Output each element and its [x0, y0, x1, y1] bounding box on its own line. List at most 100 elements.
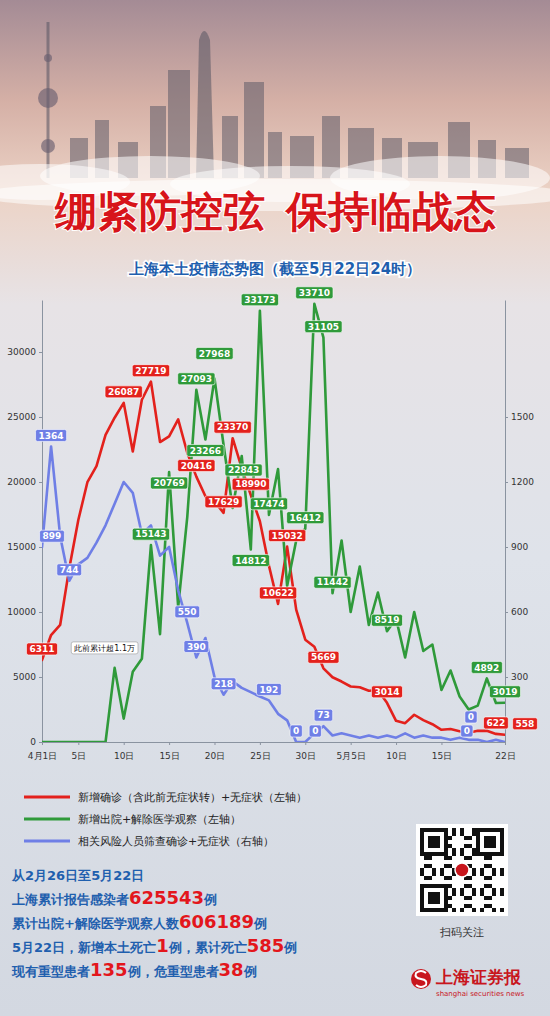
- y-axis-line: [42, 301, 43, 743]
- legend-label: 新增出院+解除医学观察（左轴）: [78, 813, 241, 826]
- y-axis-tick-mark: [39, 742, 42, 743]
- data-label-bg: [214, 421, 251, 433]
- y2-axis-tick: 1500: [505, 412, 534, 422]
- data-label: 16412: [287, 512, 324, 524]
- data-label-bg: [175, 606, 200, 618]
- subtitle: 上海本土疫情态势图（截至5月22日24时）: [128, 260, 421, 278]
- data-label: 18990: [232, 478, 269, 490]
- summary-text: 从2月26日至5月22日: [11, 868, 144, 883]
- data-label-bg: [241, 294, 278, 306]
- y-axis-tick-mark: [39, 677, 42, 678]
- data-label: 23266: [187, 445, 224, 457]
- data-label-text: 33710: [299, 288, 330, 298]
- tower: [196, 31, 214, 178]
- x-axis-tick-mark: [396, 742, 397, 745]
- x-axis-tick: 15日: [159, 742, 179, 761]
- y-axis-tick-mark: [39, 547, 42, 548]
- qr-caption: 扫码关注: [439, 926, 484, 939]
- data-label: 23370: [214, 421, 251, 433]
- data-label-bg: [296, 287, 333, 299]
- data-label-bg: [257, 683, 282, 695]
- annotation-text: 此前累计超1.1万: [74, 644, 135, 653]
- data-label-bg: [314, 576, 351, 588]
- data-label: 744: [57, 564, 82, 576]
- y2-axis-tick-label: 1200: [511, 477, 534, 487]
- data-label: 73: [314, 709, 333, 721]
- data-label: 27719: [132, 365, 169, 377]
- data-label: 17474: [250, 498, 287, 510]
- data-label-text: 550: [178, 607, 197, 617]
- x-axis-tick-mark: [169, 742, 170, 745]
- y2-axis-tick: 900: [505, 542, 528, 552]
- x-axis-tick-mark: [505, 742, 506, 745]
- data-label-text: 0: [293, 726, 299, 736]
- x-axis-tick-label: 30日: [296, 751, 316, 761]
- plot-area: [42, 304, 505, 742]
- legend-swatch: [24, 840, 70, 843]
- x-axis-tick: 15日: [432, 742, 452, 761]
- y-axis-tick: 25000: [7, 412, 42, 422]
- data-label: 17629: [205, 496, 242, 508]
- data-label-text: 0: [464, 726, 470, 736]
- y-axis: 050001000015000200002500030000: [7, 301, 42, 748]
- data-label-bg: [36, 429, 67, 441]
- summary-text: 现有重型患者: [11, 964, 90, 979]
- title: 绷紧防控弦 保持临战态: [54, 189, 496, 235]
- y2-axis-tick-label: 900: [511, 542, 528, 552]
- summary-text: 例，危重型患者: [127, 964, 219, 979]
- data-label-text: 17629: [208, 497, 239, 507]
- x-axis-tick-mark: [78, 742, 79, 745]
- data-label: 14812: [232, 554, 269, 566]
- summary-number: 606189: [179, 911, 254, 932]
- x-axis-tick-mark: [214, 742, 215, 745]
- labels: 此前累计超1.1万6311260872771920416176292337018…: [26, 287, 537, 737]
- summary-line: 上海累计报告感染者625543例: [11, 887, 217, 908]
- data-label: 558: [513, 718, 538, 730]
- data-label: 10622: [259, 587, 296, 599]
- data-label-text: 5669: [311, 652, 336, 662]
- x-axis-tick-mark: [441, 742, 442, 745]
- y2-axis-tick-mark: [505, 612, 508, 613]
- x-axis-tick: 10日: [114, 742, 134, 761]
- data-label: 550: [175, 606, 200, 618]
- data-label-bg: [178, 460, 215, 472]
- data-label-bg: [196, 347, 233, 359]
- data-label-bg: [232, 554, 269, 566]
- data-label: 390: [184, 641, 209, 653]
- data-label-text: 17474: [253, 499, 284, 509]
- y-axis-tick-label: 15000: [7, 542, 36, 552]
- tower-ball: [44, 54, 52, 62]
- data-label: 0: [461, 725, 473, 737]
- data-label-bg: [290, 725, 302, 737]
- x-axis-tick-label: 20日: [205, 751, 225, 761]
- data-label-bg: [187, 445, 224, 457]
- data-label-text: 20769: [153, 478, 184, 488]
- data-label-bg: [259, 587, 296, 599]
- data-label-text: 3014: [374, 687, 399, 697]
- x-axis-tick-mark: [260, 742, 261, 745]
- data-label-text: 0: [468, 712, 474, 722]
- y2-axis-tick-mark: [505, 547, 508, 548]
- summary-number: 625543: [129, 887, 204, 908]
- x-axis-tick-label: 5日: [71, 751, 86, 761]
- data-label-text: 8519: [374, 615, 399, 625]
- y-axis-tick-mark: [39, 352, 42, 353]
- x-axis-tick: 10日: [386, 742, 406, 761]
- data-label-bg: [471, 661, 502, 673]
- x-axis-tick-label: 4月1日: [28, 751, 57, 761]
- data-label-bg: [225, 464, 262, 476]
- summary-line: 5月22日，新增本土死亡1例，累计死亡585例: [12, 935, 297, 956]
- y2-axis-tick: 600: [505, 607, 528, 617]
- legend-label: 相关风险人员筛查确诊+无症状（右轴）: [78, 835, 274, 848]
- data-label: 5669: [308, 651, 339, 663]
- y2-axis-line: [505, 301, 506, 743]
- data-label-bg: [205, 496, 242, 508]
- data-label-text: 6311: [29, 644, 54, 654]
- data-label-text: 23266: [190, 446, 221, 456]
- x-axis-tick-label: 10日: [386, 751, 406, 761]
- x-axis-tick-label: 22日: [495, 751, 515, 761]
- data-label-text: 390: [187, 642, 206, 652]
- data-label: 11442: [314, 576, 351, 588]
- logo-text: 上海证券报: [435, 968, 522, 987]
- x-axis-tick: 25日: [250, 742, 270, 761]
